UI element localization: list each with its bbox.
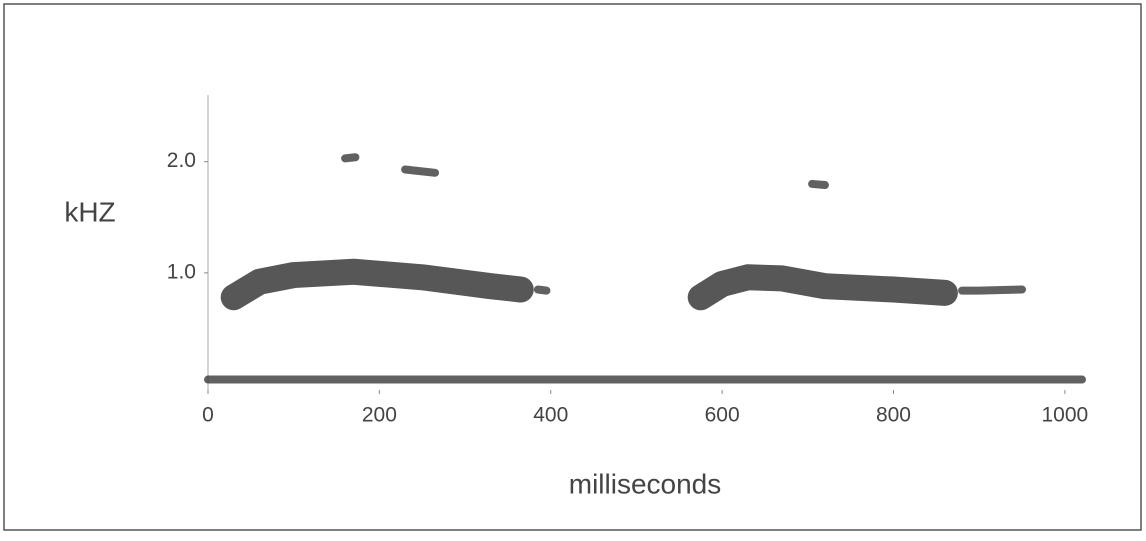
spectral-trace bbox=[533, 285, 551, 295]
spectral-trace bbox=[341, 153, 360, 163]
spectral-trace bbox=[401, 165, 440, 177]
y-tick-label: 1.0 bbox=[167, 260, 196, 283]
frame bbox=[3, 3, 1142, 531]
x-tick-label: 600 bbox=[705, 404, 740, 427]
y-tick-label: 2.0 bbox=[167, 149, 196, 172]
y-axis-label: kHZ bbox=[64, 196, 115, 227]
x-tick-label: 1000 bbox=[1042, 404, 1089, 427]
x-tick-label: 200 bbox=[362, 404, 397, 427]
spectral-trace bbox=[687, 264, 958, 311]
x-tick-label: 400 bbox=[533, 404, 568, 427]
x-tick-label: 0 bbox=[202, 404, 214, 427]
spectral-trace bbox=[808, 179, 829, 190]
x-tick-label: 800 bbox=[876, 404, 911, 427]
x-axis-label: milliseconds bbox=[569, 468, 722, 499]
spectral-trace bbox=[958, 285, 1027, 295]
spectral-trace bbox=[220, 258, 534, 311]
